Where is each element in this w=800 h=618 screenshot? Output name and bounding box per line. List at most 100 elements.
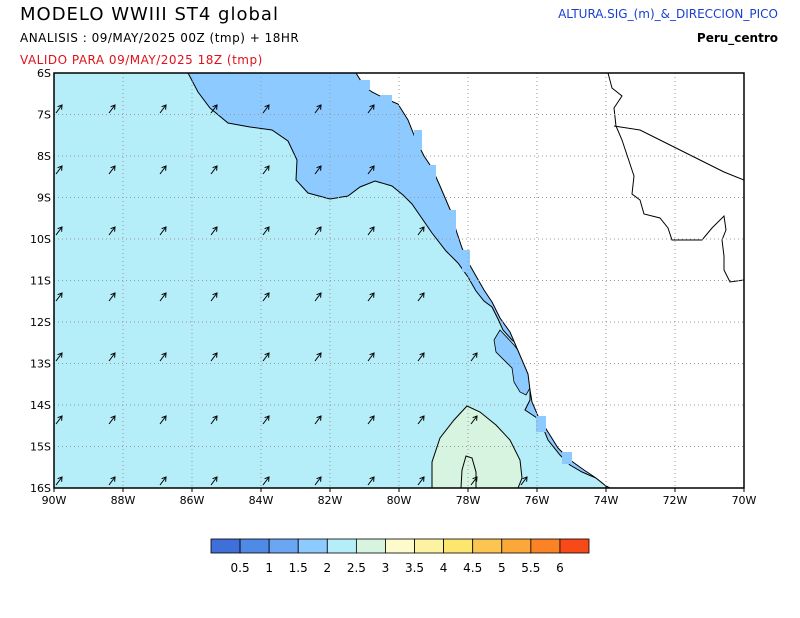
longitude-axis: 90W 88W 86W 84W 82W 80W 78W 76W 74W 72W 70W bbox=[42, 488, 757, 507]
direction-arrow bbox=[55, 476, 63, 486]
lon-tick-label: 82W bbox=[318, 494, 343, 507]
colorbar-label: 3 bbox=[382, 561, 390, 575]
lat-tick-label: 9S bbox=[37, 192, 51, 205]
colorbar-label: 5 bbox=[498, 561, 506, 575]
lat-tick-label: 7S bbox=[37, 109, 51, 122]
coast-cell bbox=[562, 452, 572, 464]
direction-arrow bbox=[262, 476, 270, 486]
direction-arrow bbox=[470, 352, 478, 362]
colorbar-swatch bbox=[268, 538, 299, 554]
coast-cell bbox=[428, 165, 436, 185]
colorbar-swatch bbox=[414, 538, 445, 554]
coast-cell bbox=[414, 130, 422, 150]
colorbar-swatch bbox=[239, 538, 270, 554]
grid-lines bbox=[54, 73, 744, 488]
direction-arrow bbox=[262, 104, 270, 114]
direction-arrow bbox=[367, 165, 375, 175]
direction-arrow bbox=[470, 476, 478, 486]
lat-tick-label: 13S bbox=[30, 358, 51, 371]
direction-arrows bbox=[55, 104, 528, 486]
direction-arrow bbox=[159, 415, 167, 425]
lat-tick-label: 10S bbox=[30, 233, 51, 246]
lat-tick-label: 8S bbox=[37, 150, 51, 163]
direction-arrow bbox=[55, 165, 63, 175]
colorbar-swatch bbox=[443, 538, 474, 554]
lon-tick-label: 78W bbox=[456, 494, 481, 507]
direction-arrow bbox=[108, 226, 116, 236]
sea-field-2.5-3m bbox=[431, 405, 523, 488]
direction-arrow bbox=[314, 415, 322, 425]
lon-tick-label: 70W bbox=[732, 494, 757, 507]
direction-arrow bbox=[55, 226, 63, 236]
direction-arrow bbox=[314, 352, 322, 362]
direction-arrow bbox=[210, 415, 218, 425]
direction-arrow bbox=[55, 352, 63, 362]
lon-tick-label: 76W bbox=[525, 494, 550, 507]
direction-arrow bbox=[108, 165, 116, 175]
direction-arrow bbox=[417, 292, 425, 302]
colorbar-label: 4.5 bbox=[463, 561, 482, 575]
direction-arrow bbox=[417, 415, 425, 425]
colorbar-swatch bbox=[472, 538, 503, 554]
colorbar-label: 6 bbox=[556, 561, 564, 575]
lat-tick-label: 14S bbox=[30, 399, 51, 412]
colorbar-swatch bbox=[210, 538, 241, 554]
direction-arrow bbox=[314, 226, 322, 236]
direction-arrow bbox=[367, 292, 375, 302]
colorbar-label: 5.5 bbox=[521, 561, 540, 575]
coast-cell bbox=[360, 80, 370, 90]
lon-tick-label: 72W bbox=[663, 494, 688, 507]
region-name: Peru_centro bbox=[696, 31, 778, 45]
direction-arrow bbox=[55, 415, 63, 425]
colorbar-swatch bbox=[501, 538, 532, 554]
colorbar-label: 2.5 bbox=[347, 561, 366, 575]
direction-arrow bbox=[367, 104, 375, 114]
direction-arrow bbox=[159, 292, 167, 302]
direction-arrow bbox=[55, 292, 63, 302]
direction-arrow bbox=[108, 476, 116, 486]
colorbar-swatch bbox=[326, 538, 357, 554]
direction-arrow bbox=[262, 226, 270, 236]
direction-arrow bbox=[262, 352, 270, 362]
direction-arrow bbox=[314, 104, 322, 114]
direction-arrow bbox=[314, 292, 322, 302]
direction-arrow bbox=[470, 415, 478, 425]
lat-tick-label: 16S bbox=[30, 482, 51, 495]
colorbar-label: 4 bbox=[440, 561, 448, 575]
coast-cell bbox=[448, 210, 456, 240]
direction-arrow bbox=[159, 476, 167, 486]
colorbar: 0.5 1 1.5 2 2.5 3 3.5 4 4.5 5 5.5 6 bbox=[210, 538, 590, 575]
lon-tick-label: 88W bbox=[111, 494, 136, 507]
colorbar-swatch bbox=[530, 538, 561, 554]
lat-tick-label: 6S bbox=[37, 67, 51, 80]
direction-arrow bbox=[108, 352, 116, 362]
direction-arrow bbox=[417, 476, 425, 486]
direction-arrow bbox=[210, 292, 218, 302]
direction-arrow bbox=[210, 476, 218, 486]
colorbar-swatch bbox=[355, 538, 386, 554]
analysis-time: ANALISIS : 09/MAY/2025 00Z (tmp) + 18HR bbox=[20, 31, 300, 45]
direction-arrow bbox=[367, 415, 375, 425]
lon-tick-label: 90W bbox=[42, 494, 67, 507]
colorbar-label: 2 bbox=[323, 561, 331, 575]
lat-tick-label: 12S bbox=[30, 316, 51, 329]
direction-arrow bbox=[159, 104, 167, 114]
direction-arrow bbox=[314, 165, 322, 175]
lat-tick-label: 15S bbox=[30, 441, 51, 454]
valid-time: VALIDO PARA 09/MAY/2025 18Z (tmp) bbox=[20, 53, 263, 67]
direction-arrow bbox=[159, 165, 167, 175]
latitude-axis: 6S 7S 8S 9S 10S 11S 12S 13S 14S 15S 16S bbox=[30, 67, 51, 495]
colorbar-label: 1.5 bbox=[289, 561, 308, 575]
lon-tick-label: 74W bbox=[594, 494, 619, 507]
map-title: MODELO WWIII ST4 global bbox=[20, 4, 279, 25]
direction-arrow bbox=[367, 352, 375, 362]
direction-arrow bbox=[367, 476, 375, 486]
direction-arrow bbox=[108, 104, 116, 114]
lat-tick-label: 11S bbox=[30, 275, 51, 288]
coast-cell bbox=[536, 416, 546, 432]
coast-cell bbox=[462, 250, 470, 272]
direction-arrow bbox=[108, 292, 116, 302]
direction-arrow bbox=[159, 226, 167, 236]
direction-arrow bbox=[262, 292, 270, 302]
